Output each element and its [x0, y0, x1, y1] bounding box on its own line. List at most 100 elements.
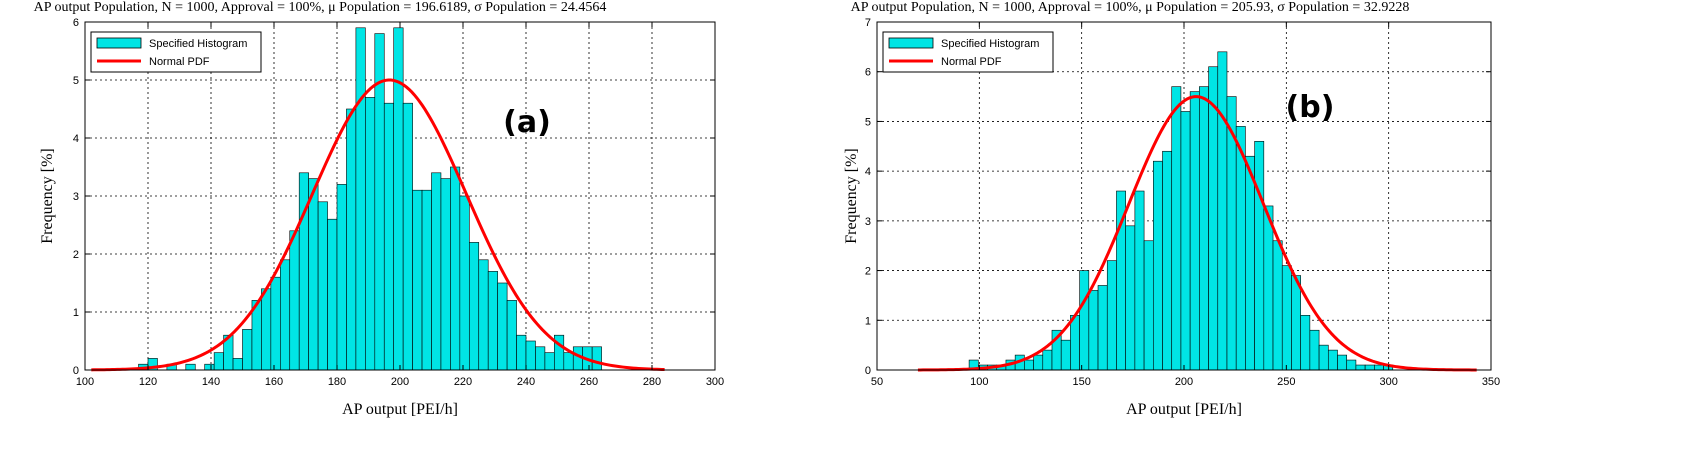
histogram-bar — [1199, 86, 1209, 371]
y-tick-label: 5 — [73, 75, 79, 87]
x-axis-label: AP output [PEI/h] — [1126, 401, 1242, 418]
histogram-bar — [1143, 240, 1154, 371]
histogram-bar — [1291, 275, 1301, 371]
y-tick-label: 5 — [865, 116, 871, 128]
histogram-bar — [1134, 190, 1145, 371]
x-tick-label: 100 — [76, 376, 94, 388]
y-tick-label: 1 — [865, 315, 871, 327]
histogram-bar — [1153, 160, 1163, 371]
histogram-bar — [317, 201, 328, 371]
histogram-bar — [1217, 51, 1228, 371]
y-tick-label: 3 — [73, 191, 79, 203]
histogram-bar — [506, 300, 517, 371]
histogram-bar — [1309, 329, 1320, 371]
y-tick-label: 2 — [865, 266, 871, 278]
x-tick-label: 50 — [871, 376, 883, 388]
x-axis: 50 100 150 200 250 300 350 — [871, 22, 1500, 388]
x-tick-label: 140 — [202, 376, 220, 388]
y-tick-label: 3 — [865, 216, 871, 228]
histogram-bar — [1300, 315, 1311, 371]
legend-histogram-label: Specified Histogram — [941, 38, 1039, 50]
panel-tag: (b) — [1286, 90, 1335, 125]
x-tick-label: 160 — [265, 376, 283, 388]
histogram-bar — [336, 184, 347, 371]
x-tick-label: 350 — [1482, 376, 1500, 388]
legend-histogram-swatch — [888, 37, 934, 49]
histogram-bar — [1070, 315, 1080, 371]
histogram-bar — [1364, 364, 1375, 371]
histogram-bar — [1162, 150, 1173, 371]
histogram-bar — [1088, 290, 1099, 371]
histogram-bar — [1318, 344, 1329, 371]
legend: Specified Histogram Normal PDF — [90, 31, 262, 73]
histogram-bar — [393, 27, 404, 371]
x-tick-label: 150 — [1072, 376, 1090, 388]
histogram-bar — [327, 218, 338, 371]
legend: Specified Histogram Normal PDF — [882, 31, 1054, 73]
legend-pdf-label: Normal PDF — [149, 56, 210, 68]
histogram-bar — [308, 178, 319, 371]
histogram-bar — [459, 195, 470, 371]
histogram-bar — [383, 102, 394, 371]
histogram-bar — [478, 259, 489, 371]
histogram-bar — [346, 108, 357, 371]
histogram-bar — [279, 259, 291, 371]
histogram-bar — [1355, 364, 1366, 371]
histogram-bar — [468, 242, 480, 371]
y-tick-label: 6 — [73, 17, 79, 29]
histogram-bar — [516, 334, 527, 371]
histogram-bar — [421, 189, 432, 371]
histogram-bar — [440, 178, 451, 371]
histogram-bar — [270, 276, 281, 371]
x-tick-label: 220 — [454, 376, 472, 388]
x-tick-label: 180 — [328, 376, 346, 388]
chart-title: AP output Population, N = 1000, Approval… — [851, 0, 1410, 15]
histogram-bar — [1060, 339, 1071, 371]
y-axis: 0 1 2 3 4 5 6 7 — [865, 17, 1491, 377]
x-axis-label: AP output [PEI/h] — [342, 401, 458, 418]
histogram-bar — [1079, 270, 1090, 371]
histogram-bar — [1374, 364, 1384, 371]
histogram-bar — [1208, 66, 1219, 371]
x-tick-label: 100 — [970, 376, 988, 388]
histogram-bar — [497, 282, 508, 371]
legend-pdf-label: Normal PDF — [941, 56, 1002, 68]
y-axis: 0 1 2 3 4 5 6 — [73, 17, 715, 377]
histogram-bar — [1097, 285, 1108, 371]
histogram-bar — [242, 329, 253, 371]
panel-tag: (a) — [503, 105, 551, 140]
legend-histogram-label: Specified Histogram — [149, 38, 247, 50]
histogram-bar — [185, 363, 196, 371]
histogram-bar — [1125, 225, 1136, 371]
normal-pdf-line — [917, 95, 1477, 372]
x-tick-label: 240 — [517, 376, 535, 388]
histogram-bar — [1033, 354, 1044, 371]
y-tick-label: 2 — [73, 249, 79, 261]
histogram-bar — [232, 358, 243, 371]
y-tick-label: 0 — [73, 365, 79, 377]
histogram-bar — [204, 363, 215, 371]
y-tick-label: 4 — [865, 166, 871, 178]
histogram-bar — [402, 102, 413, 371]
histogram-bar — [261, 288, 272, 371]
chart-panel-b: 50 100 150 200 250 300 350 0 1 2 3 4 5 6 7 AP output Po… — [843, 0, 1500, 418]
x-tick-label: 200 — [1175, 376, 1193, 388]
histogram-bar — [544, 352, 555, 371]
histogram-bar — [1263, 205, 1274, 371]
histogram-bar — [1254, 141, 1265, 371]
histogram-bar — [1337, 354, 1348, 371]
y-tick-label: 7 — [865, 17, 871, 29]
chart-panel-a: 100 120 140 160 180 200 220 240 260 280 300 0 1 2 3 4 5 6… — [34, 0, 725, 418]
y-tick-label: 1 — [73, 307, 79, 319]
legend-histogram-swatch — [96, 37, 142, 49]
x-axis: 100 120 140 160 180 200 220 240 260 280 300 — [76, 22, 724, 388]
x-tick-label: 300 — [1379, 376, 1397, 388]
histogram-bar — [213, 352, 224, 371]
y-axis-label: Frequency [%] — [843, 148, 860, 244]
histogram-bar — [1245, 155, 1255, 371]
histogram-bar — [525, 340, 536, 371]
histogram-bar — [563, 352, 574, 371]
histogram-bar — [289, 230, 300, 371]
histogram-bar — [1327, 349, 1338, 371]
